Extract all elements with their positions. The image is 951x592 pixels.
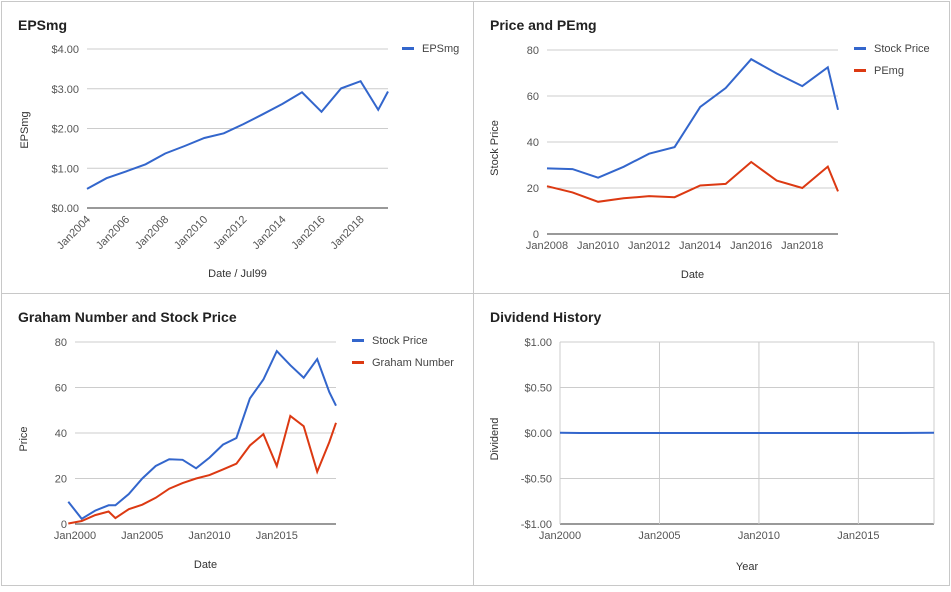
price-pe-chart-panel: Price and PEmg 0 20 40 60 80 Jan2008 Jan2010 Jan… — [473, 1, 950, 294]
series-line-0 — [67, 349, 337, 521]
x-tick-label: Jan2010 — [172, 214, 210, 252]
y-tick-label: -$1.00 — [521, 519, 552, 531]
series-line-0 — [86, 79, 389, 190]
y-tick-label: $0.00 — [524, 428, 552, 440]
legend-label: Stock Price — [372, 335, 428, 347]
series-line-1 — [68, 414, 337, 525]
x-tick-label: Jan2012 — [628, 240, 670, 252]
y-axis-label: Price — [18, 426, 30, 451]
x-tick-label: Jan2010 — [738, 530, 780, 542]
eps-chart-panel: EPSmg $0.00 $1.00 $2.00 $3.00 $4.00 Jan2004 Jan… — [1, 1, 474, 294]
legend-label: EPSmg — [422, 43, 459, 55]
x-tick-label: Jan2008 — [133, 214, 171, 252]
y-axis-label: EPSmg — [19, 111, 31, 148]
x-tick-label: Jan2010 — [577, 240, 619, 252]
y-axis-label: Stock Price — [489, 120, 501, 176]
x-tick-label: Jan2014 — [679, 240, 721, 252]
y-tick-label: 60 — [55, 383, 67, 395]
legend-swatch — [402, 47, 414, 50]
x-tick-label: Jan2004 — [55, 214, 93, 252]
x-axis-label: Date — [194, 559, 217, 571]
series-line-0 — [546, 57, 839, 179]
x-tick-label: Jan2016 — [289, 214, 327, 252]
y-tick-label: 20 — [55, 474, 67, 486]
dividend-chart: Dividend History -$1.00 -$0.50 $0.00 $0.50 $1… — [489, 309, 935, 573]
price-pe-chart: Price and PEmg 0 20 40 60 80 Jan2008 Jan2010 Jan… — [489, 17, 930, 281]
x-tick-label: Jan2016 — [730, 240, 772, 252]
y-tick-label: $4.00 — [51, 44, 79, 56]
chart-title: Dividend History — [490, 309, 601, 325]
graham-chart: Graham Number and Stock Price 0 20 40 60 80 Ja… — [18, 309, 454, 571]
x-tick-label: Jan2008 — [526, 240, 568, 252]
y-tick-label: 0 — [61, 519, 67, 531]
y-tick-label: 40 — [55, 428, 67, 440]
chart-title: EPSmg — [18, 17, 67, 33]
y-tick-label: $2.00 — [51, 124, 79, 136]
series-line-1 — [546, 160, 839, 203]
legend-swatch — [854, 69, 866, 72]
legend-swatch — [854, 47, 866, 50]
y-tick-label: 0 — [533, 229, 539, 241]
legend-swatch — [352, 339, 364, 342]
x-tick-label: Jan2010 — [188, 530, 230, 542]
x-tick-label: Jan2000 — [54, 530, 96, 542]
y-tick-label: $0.50 — [524, 383, 552, 395]
chart-title: Graham Number and Stock Price — [18, 309, 237, 325]
y-tick-label: $1.00 — [51, 163, 79, 175]
y-tick-label: 80 — [55, 337, 67, 349]
dividend-chart-panel: Dividend History -$1.00 -$0.50 $0.00 $0.50 $1… — [473, 293, 950, 586]
x-tick-label: Jan2018 — [781, 240, 823, 252]
legend-label: Graham Number — [372, 357, 454, 369]
x-tick-label: Jan2000 — [539, 530, 581, 542]
y-tick-label: 80 — [527, 45, 539, 57]
x-tick-label: Jan2018 — [328, 214, 366, 252]
x-tick-label: Jan2014 — [250, 214, 288, 252]
x-axis-label: Date — [681, 269, 704, 281]
x-axis-label: Date / Jul99 — [208, 268, 267, 280]
y-tick-label: 40 — [527, 137, 539, 149]
y-tick-label: 60 — [527, 91, 539, 103]
y-axis-label: Dividend — [489, 418, 501, 461]
y-tick-label: $3.00 — [51, 84, 79, 96]
graham-chart-panel: Graham Number and Stock Price 0 20 40 60 80 Ja… — [1, 293, 474, 586]
legend-label: Stock Price — [874, 43, 930, 55]
x-tick-label: Jan2005 — [121, 530, 163, 542]
legend-swatch — [352, 361, 364, 364]
chart-title: Price and PEmg — [490, 17, 597, 33]
legend-label: PEmg — [874, 65, 904, 77]
x-tick-label: Jan2005 — [638, 530, 680, 542]
x-tick-label: Jan2012 — [211, 214, 249, 252]
y-tick-label: $1.00 — [524, 337, 552, 349]
y-tick-label: 20 — [527, 183, 539, 195]
x-axis-label: Year — [736, 561, 759, 573]
x-tick-label: Jan2006 — [94, 214, 132, 252]
y-tick-label: $0.00 — [51, 203, 79, 215]
x-tick-label: Jan2015 — [837, 530, 879, 542]
y-tick-label: -$0.50 — [521, 474, 552, 486]
x-tick-label: Jan2015 — [256, 530, 298, 542]
